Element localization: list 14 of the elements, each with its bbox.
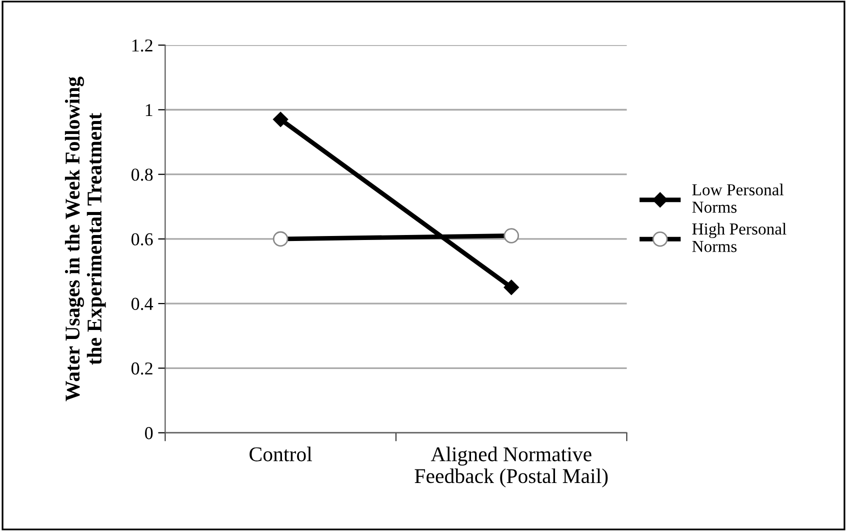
- y-tick-label: 0: [145, 427, 153, 440]
- y-tick-label: 1: [146, 104, 152, 116]
- y-tick-label: 0.2: [131, 362, 152, 375]
- y-tick-label: 0.4: [131, 298, 154, 310]
- y-tick-label: 0.6: [131, 233, 153, 246]
- y-tick-label: 1.2: [132, 39, 152, 52]
- point: [273, 112, 288, 127]
- legend-label: Low Personal Norms: [692, 184, 784, 213]
- y-axis-title: Water Usages in the Week Following the Experimental Treatment: [64, 76, 106, 402]
- y-tick-label: 0.8: [131, 168, 153, 181]
- point: [504, 280, 519, 295]
- legend-label: High Personal Norms: [692, 222, 786, 252]
- x-tick-label: Control: [250, 446, 312, 462]
- x-tick-label: Aligned Normative Feedback (Postal Mail): [414, 446, 608, 488]
